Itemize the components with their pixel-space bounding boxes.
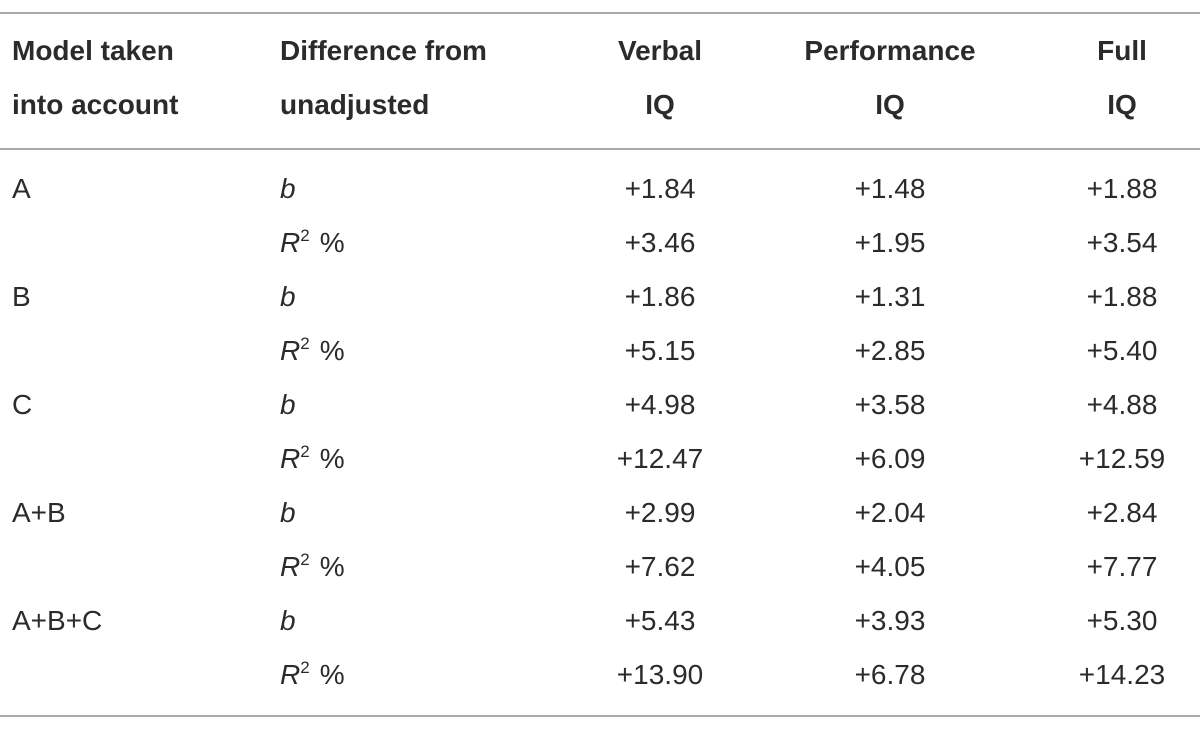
value-cell: +2.04 [854,497,926,528]
value-cell: +6.78 [854,659,926,690]
value-cell: +13.90 [616,659,704,690]
stat-cell: b [280,389,296,420]
stat-symbol: R [280,551,301,582]
stat-unit: % [319,227,345,258]
stat-superscript: 2 [300,442,310,461]
stat-unit: % [319,335,345,366]
model-cell: C [12,389,33,420]
header-cell: Full [1097,35,1147,66]
model-cell: A+B+C [12,605,103,636]
value-cell: +4.98 [624,389,696,420]
header-cell: IQ [875,89,905,120]
value-cell: +1.95 [854,227,926,258]
stat-symbol: R [280,227,301,258]
value-cell: +1.88 [1086,173,1158,204]
value-cell: +1.88 [1086,281,1158,312]
value-cell: +3.93 [854,605,926,636]
value-cell: +5.30 [1086,605,1158,636]
stat-cell: b [280,173,296,204]
stat-cell: R2% [280,540,345,594]
value-cell: +4.05 [854,551,926,582]
header-cell: IQ [645,89,675,120]
header-cell: unadjusted [280,89,430,120]
stat-superscript: 2 [300,334,310,353]
top-rule [0,12,1200,14]
stat-symbol: R [280,443,301,474]
bottom-rule [0,715,1200,717]
stat-cell: b [280,281,296,312]
stat-cell: b [280,497,296,528]
header-cell: Model taken [12,35,174,66]
model-cell: A+B [12,497,66,528]
header-rule [0,148,1200,150]
value-cell: +7.77 [1086,551,1158,582]
stat-symbol: R [280,659,301,690]
value-cell: +5.15 [624,335,696,366]
value-cell: +14.23 [1078,659,1166,690]
value-cell: +12.47 [616,443,704,474]
header-cell: Verbal [617,35,703,66]
stat-cell: R2% [280,216,345,270]
value-cell: +3.54 [1086,227,1158,258]
value-cell: +7.62 [624,551,696,582]
stat-superscript: 2 [300,658,310,677]
value-cell: +1.31 [854,281,926,312]
value-cell: +5.43 [624,605,696,636]
stat-unit: % [319,659,345,690]
value-cell: +1.48 [854,173,926,204]
value-cell: +1.86 [624,281,696,312]
model-cell: B [12,281,31,312]
header-cell: Difference from [280,35,487,66]
value-cell: +5.40 [1086,335,1158,366]
value-cell: +4.88 [1086,389,1158,420]
stat-unit: % [319,443,345,474]
value-cell: +6.09 [854,443,926,474]
stat-superscript: 2 [300,226,310,245]
value-cell: +2.85 [854,335,926,366]
value-cell: +1.84 [624,173,696,204]
stat-cell: R2% [280,432,345,486]
stat-cell: b [280,605,296,636]
stat-cell: R2% [280,648,345,702]
value-cell: +3.58 [854,389,926,420]
stat-superscript: 2 [300,550,310,569]
value-cell: +3.46 [624,227,696,258]
value-cell: +2.84 [1086,497,1158,528]
header-cell: IQ [1107,89,1137,120]
value-cell: +12.59 [1078,443,1166,474]
header-cell: Performance [804,35,976,66]
stat-unit: % [319,551,345,582]
stat-symbol: R [280,335,301,366]
header-cell: into account [12,89,179,120]
value-cell: +2.99 [624,497,696,528]
stat-cell: R2% [280,324,345,378]
model-cell: A [12,173,31,204]
